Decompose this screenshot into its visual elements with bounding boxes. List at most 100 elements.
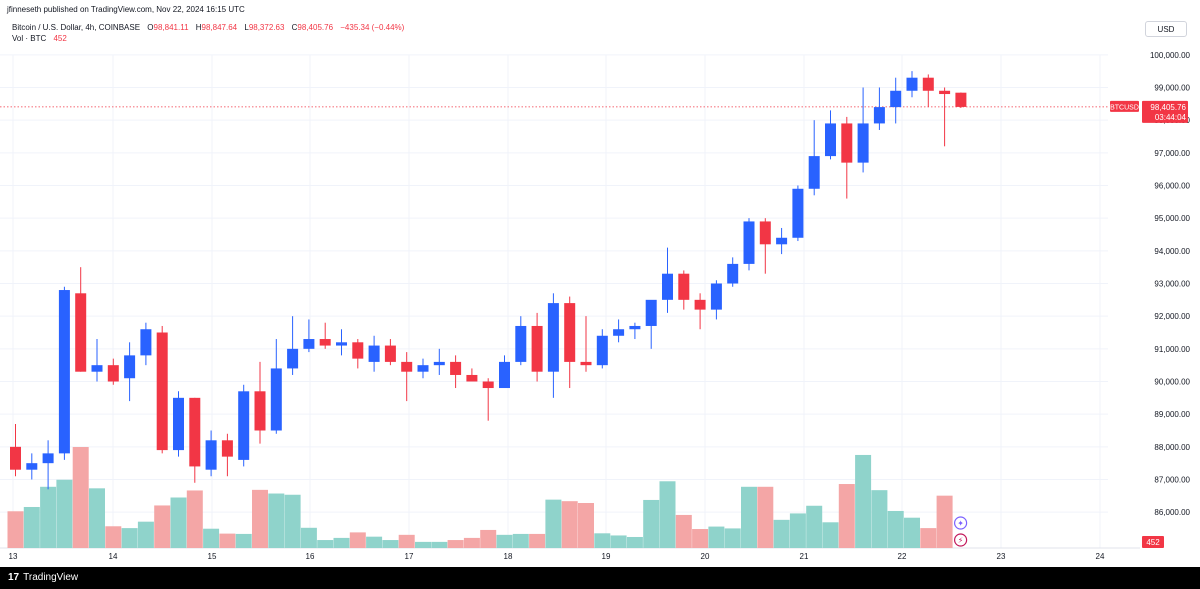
candle-body	[743, 221, 755, 264]
x-tick-label: 23	[997, 552, 1006, 561]
candle-body	[776, 237, 788, 245]
volume-bar	[268, 493, 285, 548]
volume-bar	[480, 529, 497, 548]
y-tick-label: 92,000.00	[1154, 312, 1190, 321]
volume-bar	[300, 527, 317, 548]
candle-body	[662, 273, 673, 300]
volume-bar	[643, 499, 660, 548]
volume-bar	[431, 541, 448, 548]
x-tick-label: 20	[701, 552, 710, 561]
volume-bar	[904, 517, 920, 548]
candle-body	[303, 339, 315, 349]
volume-bar	[398, 534, 415, 548]
currency-button[interactable]: USD	[1145, 21, 1187, 37]
candle-body	[124, 355, 136, 379]
candle-body	[825, 123, 836, 157]
y-tick-label: 87,000.00	[1154, 476, 1190, 485]
volume-bar	[7, 511, 24, 548]
candle-body	[91, 365, 103, 372]
candle-body	[841, 123, 853, 163]
volume-tag: 452	[1146, 538, 1160, 547]
footer-bar: 17 TradingView	[0, 567, 1200, 589]
plus-icon: ✦	[957, 519, 964, 528]
chart-canvas[interactable]: 86,000.00 87,000.00 88,000.00 89,000.00 90,0…	[0, 0, 1200, 567]
candle-body	[873, 107, 885, 124]
volume-bar	[545, 499, 562, 548]
symbol-tag: BTCUSD	[1110, 104, 1139, 111]
candle-body	[58, 290, 70, 454]
candle-body	[580, 361, 592, 366]
volume-label: Vol · BTC	[12, 34, 47, 43]
volume-bar	[708, 526, 725, 548]
open-label: O	[147, 23, 154, 32]
x-tick-label: 19	[602, 552, 611, 561]
volume-bar	[887, 510, 904, 548]
high-label: H	[195, 23, 202, 32]
volume-bar	[838, 484, 855, 548]
change-value: −435.34 (−0.44%)	[340, 23, 405, 32]
x-tick-label: 24	[1096, 552, 1105, 561]
candle-body	[189, 397, 201, 467]
candle-body	[857, 123, 869, 163]
publisher-header: jfinneseth published on TradingView.com,…	[7, 5, 245, 14]
volume-bar	[496, 534, 513, 548]
candle-body	[352, 342, 364, 359]
volume-bar	[235, 533, 252, 548]
x-tick-label: 22	[898, 552, 907, 561]
symbol-label: Bitcoin / U.S. Dollar, 4h, COINBASE	[12, 23, 141, 32]
volume-bar	[659, 481, 676, 548]
bolt-icon: ⚡	[958, 536, 964, 545]
y-tick-label: 89,000.00	[1154, 410, 1190, 419]
x-tick-label: 21	[800, 552, 809, 561]
candle-body	[466, 374, 478, 382]
lightning-icon	[953, 533, 968, 547]
y-tick-label: 95,000.00	[1154, 214, 1190, 223]
candle-body	[694, 299, 706, 310]
y-tick-label: 91,000.00	[1154, 345, 1190, 354]
y-tick-label: 100,000.00	[1150, 51, 1191, 60]
x-tick-label: 18	[504, 552, 513, 561]
volume-bar	[56, 479, 73, 548]
x-tick-label: 17	[405, 552, 414, 561]
x-tick-label: 16	[306, 552, 315, 561]
candle-body	[173, 397, 184, 451]
candle-body	[107, 365, 119, 382]
candle-body	[42, 453, 54, 464]
candle-body	[205, 440, 217, 470]
y-tick-label: 90,000.00	[1154, 378, 1190, 387]
candle-body	[955, 92, 967, 107]
volume-bar	[415, 541, 431, 548]
volume-bar	[626, 536, 643, 548]
volume-bar	[89, 488, 105, 548]
candle-body	[221, 440, 233, 457]
volume-bar	[284, 494, 301, 548]
ohlc-legend: Bitcoin / U.S. Dollar, 4h, COINBASE O98,…	[12, 23, 404, 32]
volume-tag-bg	[1142, 536, 1164, 548]
symbol-tag-bg	[1110, 100, 1139, 112]
volume-bar	[463, 537, 480, 548]
volume-bar	[512, 533, 529, 548]
volume-bar	[822, 522, 839, 548]
candle-body	[140, 329, 152, 356]
y-tick-label: 97,000.00	[1154, 149, 1190, 158]
tradingview-logo[interactable]: 17 TradingView	[8, 572, 78, 583]
candle-body	[417, 365, 429, 372]
y-tick-label: 94,000.00	[1154, 247, 1190, 256]
volume-bar	[871, 490, 888, 548]
candle-body	[238, 391, 250, 460]
volume-bar	[675, 514, 692, 548]
volume-bar	[137, 521, 154, 548]
candle-body	[613, 329, 625, 336]
candle-body	[26, 463, 38, 470]
volume-bar	[806, 505, 823, 548]
y-tick-label: 96,000.00	[1154, 182, 1190, 191]
candle-body	[336, 342, 347, 346]
tradingview-brand: TradingView	[23, 572, 79, 583]
candle-body	[939, 90, 951, 95]
open-value: 98,841.11	[153, 23, 189, 32]
volume-bar	[741, 486, 757, 548]
candle-body	[710, 283, 722, 310]
candle-body	[156, 332, 168, 451]
candle-body	[384, 345, 396, 362]
volume-bar	[757, 486, 774, 548]
